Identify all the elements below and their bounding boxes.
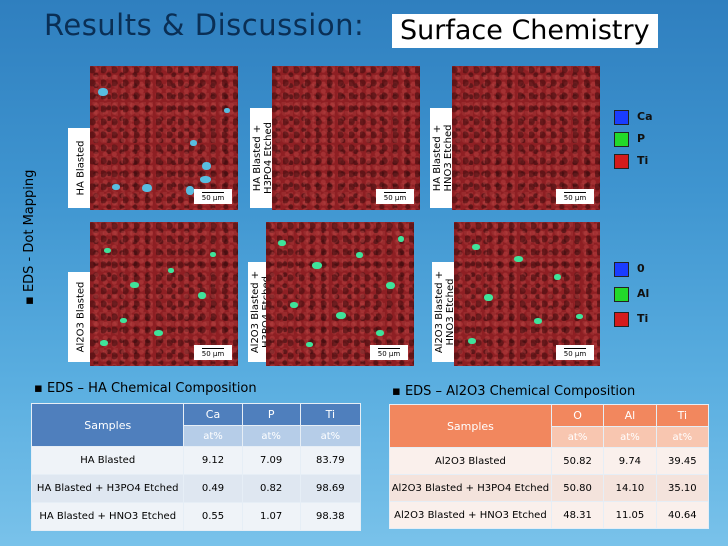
cell: Al2O3 Blasted (389, 447, 552, 475)
legend-ti-label: Ti (637, 154, 649, 167)
unit: at% (241, 425, 301, 447)
cell: HA Blasted + HNO3 Etched (30, 502, 185, 531)
legend-ca-label: Ca (637, 110, 653, 123)
cell: 35.10 (655, 474, 710, 502)
ha-composition-table: Samples Ca P Ti at% at% at% HA Blasted 9… (30, 403, 362, 531)
cell: 0.49 (183, 474, 243, 503)
cell: Al2O3 Blasted + H3PO4 Etched (389, 474, 552, 502)
samples-header: Samples (30, 403, 185, 447)
legend-p-label: P (637, 132, 646, 145)
cell: HA Blasted + H3PO4 Etched (30, 474, 185, 503)
legend-al-label: Al (637, 287, 650, 300)
cell: 1.07 (241, 502, 301, 531)
map-ha-blasted: 50 µm (90, 66, 238, 210)
legend-ti2-swatch (614, 312, 629, 327)
unit: at% (603, 426, 657, 448)
map-al2o3-blasted: 50 µm (90, 222, 238, 366)
cell: 11.05 (603, 501, 657, 529)
table-row: Al2O3 Blasted + H3PO4 Etched 50.80 14.10… (389, 474, 710, 502)
cell: 40.64 (655, 501, 710, 529)
unit: at% (183, 425, 243, 447)
cell: 83.79 (299, 446, 362, 475)
table-row: Al2O3 Blasted 50.82 9.74 39.45 (389, 447, 710, 475)
samples-header: Samples (389, 404, 552, 448)
legend-p-swatch (614, 132, 629, 147)
map-al2o3-h3po4: 50 µm (266, 222, 414, 366)
scale-bar: 50 µm (370, 345, 408, 360)
cell: 50.80 (550, 474, 605, 502)
legend-o-label: 0 (637, 262, 645, 275)
table-row: HA Blasted 9.12 7.09 83.79 (30, 446, 362, 475)
cell: 0.55 (183, 502, 243, 531)
al2o3-composition-table: Samples O Al Ti at% at% at% Al2O3 Blaste… (389, 404, 710, 529)
col-ti: Ti (655, 404, 710, 427)
ha-composition-title: ▪ EDS – HA Chemical Composition (34, 381, 257, 396)
cell: 7.09 (241, 446, 301, 475)
map-al2o3-hno3: 50 µm (454, 222, 600, 366)
label-ha-hno3: HA Blasted + HNO3 Etched (430, 108, 455, 208)
col-al: Al (603, 404, 657, 427)
unit: at% (550, 426, 605, 448)
table-row: HA Blasted + HNO3 Etched 0.55 1.07 98.38 (30, 502, 362, 531)
page-subtitle: Surface Chemistry (392, 14, 658, 48)
map-ha-h3po4: 50 µm (272, 66, 420, 210)
cell: 14.10 (603, 474, 657, 502)
cell: HA Blasted (30, 446, 185, 475)
scale-bar: 50 µm (556, 345, 594, 360)
col-ca: Ca (183, 403, 243, 426)
label-ha-blasted: HA Blasted (68, 128, 93, 208)
al2o3-composition-title: ▪ EDS – Al2O3 Chemical Composition (392, 384, 636, 399)
cell: 98.69 (299, 474, 362, 503)
col-o: O (550, 404, 605, 427)
scale-bar: 50 µm (194, 345, 232, 360)
map-ha-hno3: 50 µm (452, 66, 600, 210)
cell: 9.12 (183, 446, 243, 475)
legend-ti2-label: Ti (637, 312, 649, 325)
label-ha-h3po4: HA Blasted + H3PO4 Etched (250, 108, 275, 208)
label-al2o3-hno3: Al2O3 Blasted + HNO3 Etched (432, 262, 457, 362)
scale-bar: 50 µm (194, 189, 232, 204)
legend-al-swatch (614, 287, 629, 302)
cell: 50.82 (550, 447, 605, 475)
col-ti: Ti (299, 403, 362, 426)
legend-o-swatch (614, 262, 629, 277)
eds-dot-mapping-label: ▪ EDS - Dot Mapping (22, 169, 37, 305)
cell: 39.45 (655, 447, 710, 475)
col-p: P (241, 403, 301, 426)
legend-ti-swatch (614, 154, 629, 169)
unit: at% (299, 425, 362, 447)
scale-bar: 50 µm (376, 189, 414, 204)
table-row: Al2O3 Blasted + HNO3 Etched 48.31 11.05 … (389, 501, 710, 529)
cell: 9.74 (603, 447, 657, 475)
table-row: HA Blasted + H3PO4 Etched 0.49 0.82 98.6… (30, 474, 362, 503)
legend-ca-swatch (614, 110, 629, 125)
unit: at% (655, 426, 710, 448)
cell: Al2O3 Blasted + HNO3 Etched (389, 501, 552, 529)
cell: 0.82 (241, 474, 301, 503)
page-title: Results & Discussion: (44, 8, 365, 42)
cell: 48.31 (550, 501, 605, 529)
cell: 98.38 (299, 502, 362, 531)
label-al2o3-blasted: Al2O3 Blasted (68, 272, 93, 362)
scale-bar: 50 µm (556, 189, 594, 204)
